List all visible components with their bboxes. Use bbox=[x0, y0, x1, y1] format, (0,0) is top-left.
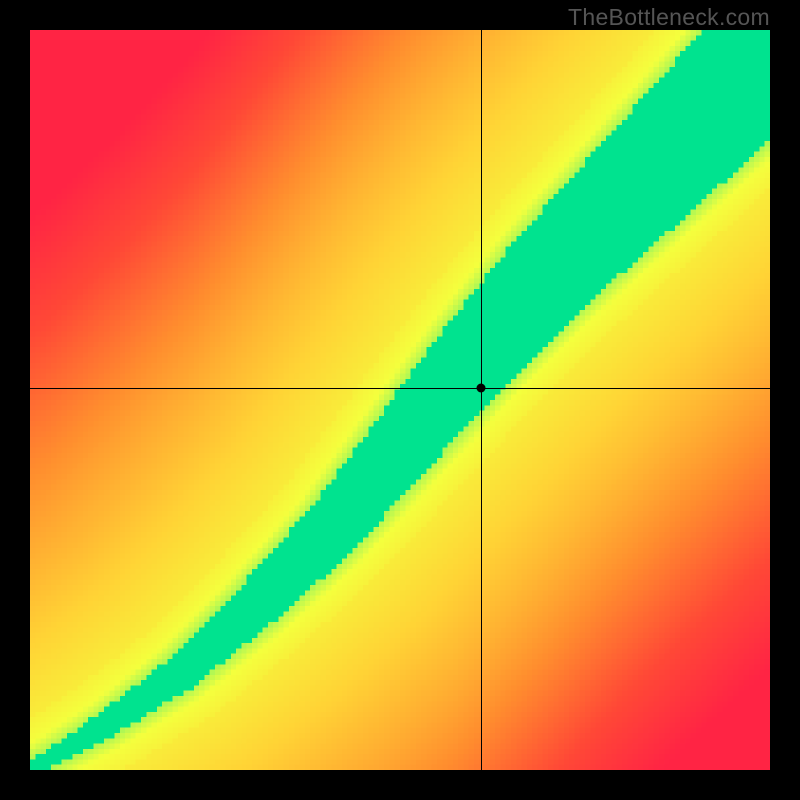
heatmap-canvas bbox=[30, 30, 770, 770]
watermark-text: TheBottleneck.com bbox=[568, 4, 770, 31]
chart-plot-area bbox=[30, 30, 770, 770]
crosshair-horizontal bbox=[30, 388, 770, 389]
crosshair-vertical bbox=[481, 30, 482, 770]
marker-dot bbox=[477, 384, 486, 393]
